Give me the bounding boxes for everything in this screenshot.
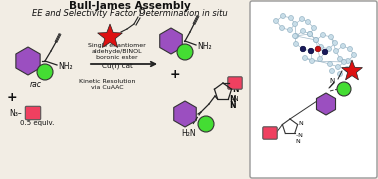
- Circle shape: [347, 47, 353, 52]
- Text: EE and Selectivity Factor Determination in situ: EE and Selectivity Factor Determination …: [32, 9, 228, 18]
- Circle shape: [293, 33, 297, 38]
- Text: N: N: [232, 85, 239, 94]
- FancyBboxPatch shape: [250, 1, 377, 178]
- Polygon shape: [174, 101, 196, 127]
- Circle shape: [177, 44, 193, 60]
- Circle shape: [337, 82, 351, 96]
- Circle shape: [316, 47, 321, 52]
- Text: +: +: [7, 91, 17, 103]
- Circle shape: [274, 18, 279, 23]
- Text: NH₂: NH₂: [197, 42, 212, 50]
- Circle shape: [301, 47, 305, 52]
- Circle shape: [288, 28, 293, 33]
- Circle shape: [300, 46, 306, 52]
- Circle shape: [327, 47, 332, 52]
- Circle shape: [352, 52, 356, 57]
- Text: Kinetic Resolution
via CuAAC: Kinetic Resolution via CuAAC: [79, 79, 135, 90]
- Circle shape: [336, 64, 341, 69]
- Circle shape: [322, 49, 328, 55]
- Text: O: O: [139, 7, 145, 16]
- Circle shape: [293, 42, 299, 47]
- Text: Single enantiomer
aldehyde/BINOL
boronic ester: Single enantiomer aldehyde/BINOL boronic…: [88, 43, 146, 60]
- Circle shape: [310, 59, 314, 64]
- Text: N: N: [330, 78, 335, 84]
- Circle shape: [333, 40, 338, 45]
- FancyBboxPatch shape: [228, 77, 242, 89]
- Circle shape: [341, 43, 345, 49]
- Polygon shape: [98, 24, 122, 47]
- Circle shape: [37, 64, 53, 80]
- Text: NH₂: NH₂: [58, 62, 73, 71]
- Circle shape: [302, 55, 307, 61]
- Text: Cu(I) cat: Cu(I) cat: [102, 62, 132, 69]
- Circle shape: [333, 49, 339, 54]
- Text: –N: –N: [296, 133, 304, 138]
- Polygon shape: [160, 28, 182, 54]
- Text: 0.5 equiv.: 0.5 equiv.: [20, 120, 54, 126]
- Circle shape: [305, 20, 310, 25]
- Circle shape: [288, 16, 293, 21]
- Text: N: N: [234, 82, 239, 88]
- Circle shape: [338, 57, 342, 62]
- Text: H₂N: H₂N: [182, 129, 196, 138]
- Circle shape: [344, 67, 350, 71]
- Circle shape: [299, 16, 305, 21]
- Circle shape: [198, 116, 214, 132]
- Circle shape: [321, 33, 325, 37]
- Text: –N: –N: [230, 96, 239, 102]
- Circle shape: [311, 25, 316, 30]
- Circle shape: [307, 32, 313, 37]
- Text: N: N: [229, 101, 236, 110]
- Circle shape: [308, 49, 313, 54]
- Circle shape: [293, 33, 299, 38]
- Circle shape: [315, 46, 321, 52]
- Circle shape: [318, 57, 322, 62]
- Text: Bull-James Assembly: Bull-James Assembly: [69, 1, 191, 11]
- Text: N: N: [296, 139, 301, 144]
- Text: rac: rac: [30, 80, 42, 89]
- Circle shape: [338, 71, 342, 76]
- Circle shape: [341, 59, 347, 64]
- Text: N: N: [299, 121, 304, 126]
- FancyBboxPatch shape: [25, 106, 41, 120]
- Circle shape: [319, 45, 324, 50]
- Circle shape: [301, 28, 305, 33]
- Circle shape: [313, 37, 319, 42]
- Circle shape: [308, 48, 314, 54]
- Polygon shape: [16, 47, 40, 75]
- Circle shape: [345, 59, 350, 64]
- Circle shape: [328, 35, 333, 40]
- Text: N: N: [230, 103, 235, 109]
- Circle shape: [293, 21, 297, 26]
- Text: +: +: [170, 67, 180, 81]
- Circle shape: [322, 50, 327, 54]
- Circle shape: [330, 69, 335, 74]
- Text: N₃–: N₃–: [9, 108, 22, 117]
- Circle shape: [280, 13, 285, 18]
- Text: N: N: [229, 95, 236, 104]
- FancyBboxPatch shape: [263, 127, 277, 139]
- Polygon shape: [342, 60, 363, 80]
- Circle shape: [313, 37, 319, 42]
- Circle shape: [307, 32, 313, 37]
- Circle shape: [279, 25, 285, 30]
- Polygon shape: [316, 93, 336, 115]
- Circle shape: [327, 62, 333, 67]
